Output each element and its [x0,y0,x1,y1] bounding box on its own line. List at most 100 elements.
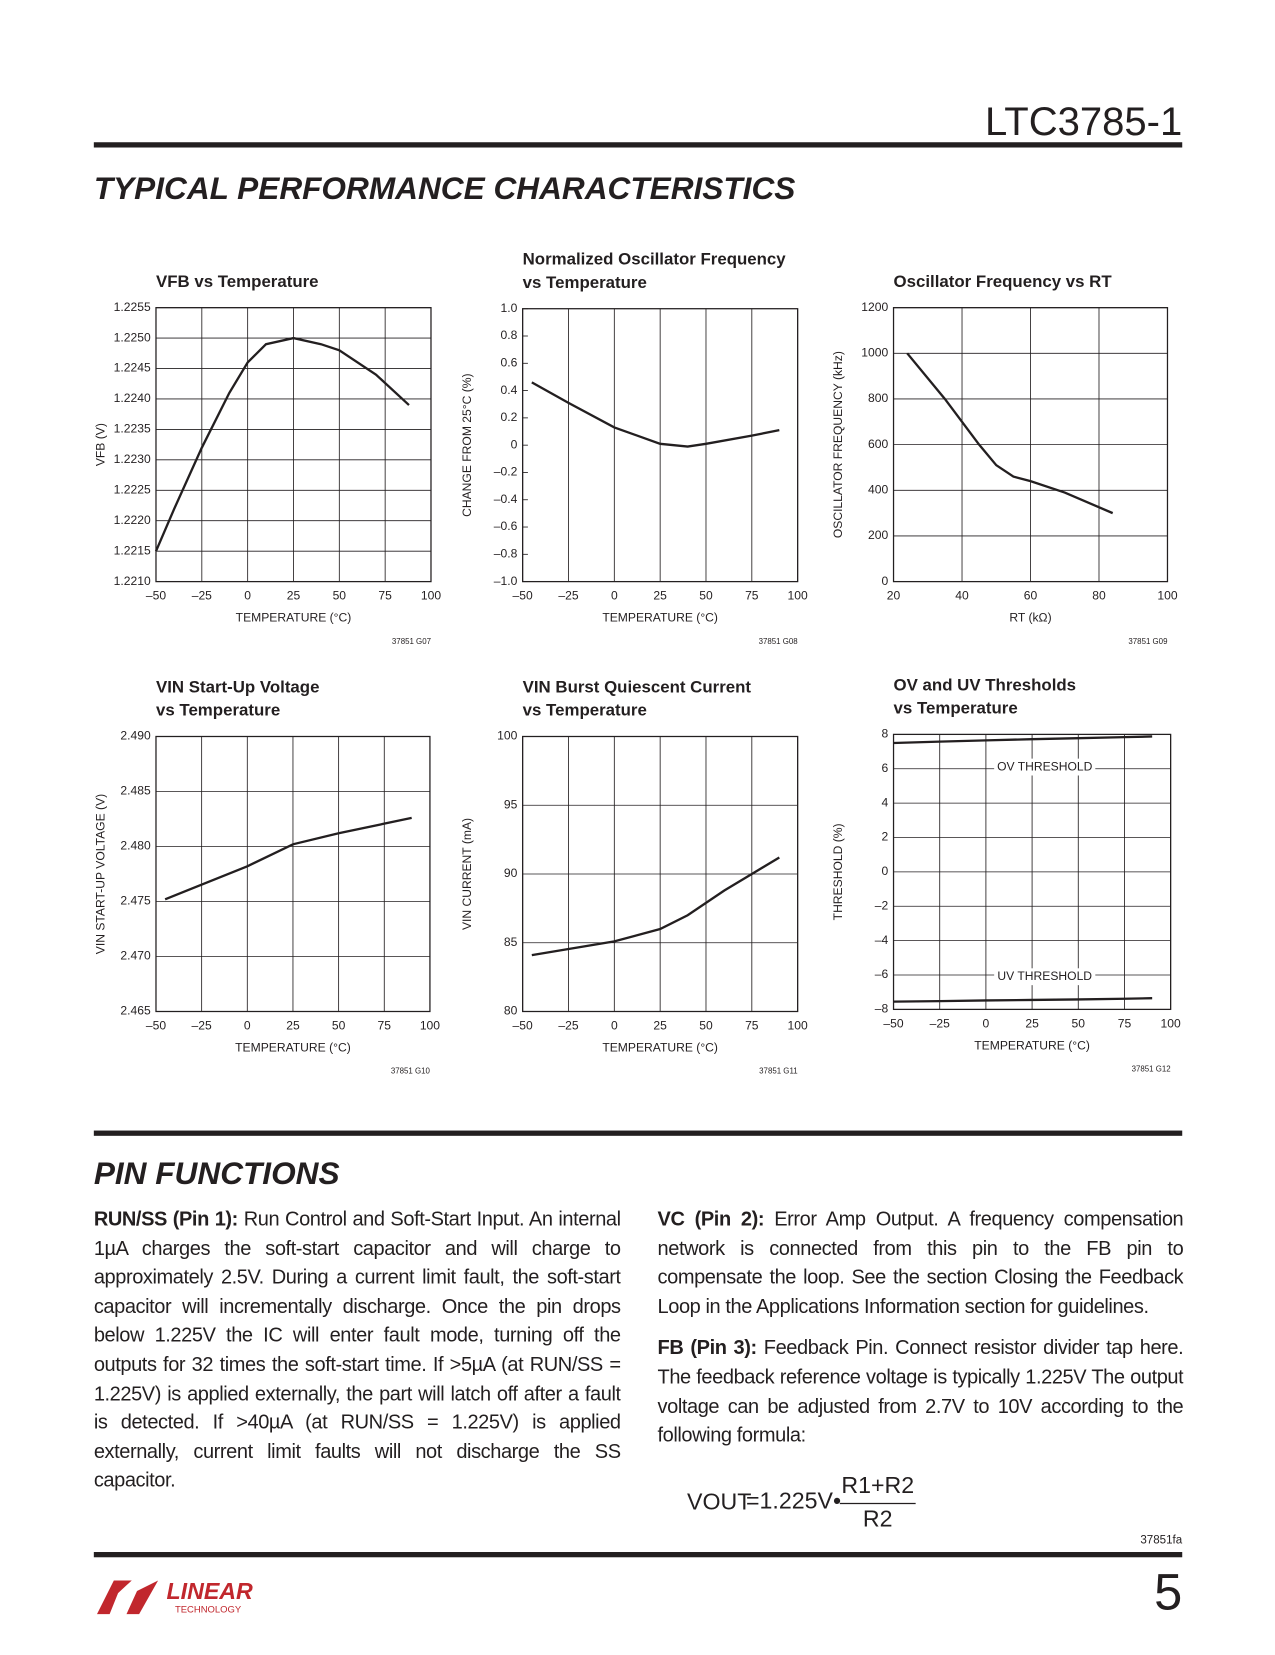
y-tick-label: 1.2210 [114,574,151,588]
y-tick-label: 800 [868,391,888,405]
chart-title: Normalized Oscillator Frequency [523,250,787,269]
y-tick-label: 2.480 [120,839,151,853]
logo-name: LINEAR [167,1578,254,1604]
formula-lhs: VOUT [687,1489,751,1515]
pin-text: Error Amp Output. A frequency compensati… [657,1208,1184,1318]
right-column: VC (Pin 2): Error Amp Output. A frequenc… [658,1205,1184,1450]
x-tick-label: –50 [513,1018,533,1032]
x-tick-label: 0 [244,1018,251,1032]
pin-label: VC (Pin 2): [657,1208,765,1231]
formula-denominator: R2 [863,1506,893,1532]
data-line [893,735,1153,745]
x-axis-label: TEMPERATURE (°C) [974,1038,1090,1052]
y-tick-label: 6 [882,761,889,775]
paragraph: FB (Pin 3): Feedback Pin. Connect resist… [658,1334,1184,1450]
text-column: RUN/SS (Pin 1): Run Control and Soft-Sta… [94,1205,621,1496]
paragraph: VC (Pin 2): Error Amp Output. A frequenc… [658,1205,1184,1321]
y-tick-label: 100 [497,729,517,743]
figure-code: 37851 G07 [392,637,431,646]
x-tick-label: 0 [244,589,251,603]
y-tick-label: 400 [868,482,888,496]
x-tick-label: 100 [420,1018,440,1032]
data-line [154,336,410,552]
y-tick-label: 0.4 [501,383,518,397]
pin-text: Run Control and Soft-Start Input. An int… [93,1208,621,1493]
series-label: UV THRESHOLD [997,969,1092,983]
x-tick-label: –25 [558,589,578,603]
plot-frame [892,733,1172,1011]
text-column: VC (Pin 2): Error Amp Output. A frequenc… [658,1205,1184,1450]
x-tick-label: 80 [1092,589,1106,603]
x-tick-label: 100 [788,1018,808,1032]
plot-frame [892,307,1169,583]
figure-code: 37851 G11 [759,1067,797,1076]
y-tick-label: 200 [868,528,888,542]
x-tick-label: 75 [745,589,759,603]
x-tick-label: 50 [699,589,713,603]
y-tick-label: 600 [868,437,888,451]
y-tick-label: 2.485 [120,784,151,798]
x-axis-label: RT (kΩ) [1009,611,1051,625]
chart-title: Oscillator Frequency vs RT [894,272,1113,291]
x-axis-label: TEMPERATURE (°C) [236,611,352,625]
data-line [893,997,1153,1003]
figure-code: 37851 G10 [391,1067,431,1076]
y-tick-label: 0.2 [501,410,518,424]
chart-title: VFB vs Temperature [156,272,319,291]
x-tick-label: 100 [1161,1016,1181,1030]
y-tick-label: –2 [875,898,889,912]
y-tick-label: 2.475 [120,894,151,908]
x-tick-label: 50 [699,1018,713,1032]
formula-numerator: R1+R2 [841,1472,914,1498]
y-tick-label: 2 [882,830,889,844]
x-tick-label: –25 [558,1018,578,1032]
y-tick-label: 1200 [861,300,888,314]
x-tick-label: 25 [1025,1016,1039,1030]
x-tick-label: –50 [883,1016,903,1030]
y-tick-label: 1000 [861,346,888,360]
x-tick-label: –50 [146,1018,166,1032]
y-tick-label: 2.470 [120,949,151,963]
rule [93,142,1183,148]
y-tick-label: –6 [875,967,889,981]
chart-title: vs Temperature [523,701,647,720]
chart-title: VIN Burst Quiescent Current [523,677,752,696]
y-tick-label: 1.2220 [114,513,151,527]
plot-frame [155,735,431,1013]
rule [93,1130,1183,1136]
y-axis-label: CHANGE FROM 25°C (%) [460,373,474,516]
y-axis-label: THRESHOLD (%) [831,823,845,920]
pin-label: RUN/SS (Pin 1): [93,1208,239,1231]
y-tick-label: 1.2255 [114,300,151,314]
x-axis-label: TEMPERATURE (°C) [602,611,718,625]
x-tick-label: 20 [887,589,901,603]
y-tick-label: 2.490 [120,729,151,743]
figure-code: 37851 G12 [1132,1065,1171,1074]
y-tick-label: 1.2245 [114,361,151,375]
x-tick-label: –25 [930,1016,950,1030]
x-tick-label: 75 [745,1018,759,1032]
y-tick-label: 1.2230 [114,452,151,466]
section-title: TYPICAL PERFORMANCE CHARACTERISTICS [94,170,796,206]
x-tick-label: 0 [611,589,618,603]
x-tick-label: 75 [378,589,392,603]
plot-frame [522,735,799,1013]
y-tick-label: 1.2250 [114,330,151,344]
x-axis-label: TEMPERATURE (°C) [602,1041,718,1055]
pin-label: FB (Pin 3): [657,1337,758,1360]
y-tick-label: 0 [882,574,889,588]
y-tick-label: 8 [882,727,889,741]
x-tick-label: –50 [146,589,166,603]
figure-code: 37851 G08 [759,637,799,646]
left-column: RUN/SS (Pin 1): Run Control and Soft-Sta… [94,1205,621,1496]
x-tick-label: 50 [333,589,347,603]
data-line [531,856,780,957]
y-tick-label: 95 [504,797,518,811]
x-tick-label: 50 [332,1018,346,1032]
x-tick-label: 40 [955,589,969,603]
page-number: 5 [1154,1564,1182,1621]
y-axis-label: VIN START-UP VOLTAGE (V) [93,794,107,954]
x-tick-label: 50 [1072,1016,1086,1030]
data-line [164,816,412,901]
